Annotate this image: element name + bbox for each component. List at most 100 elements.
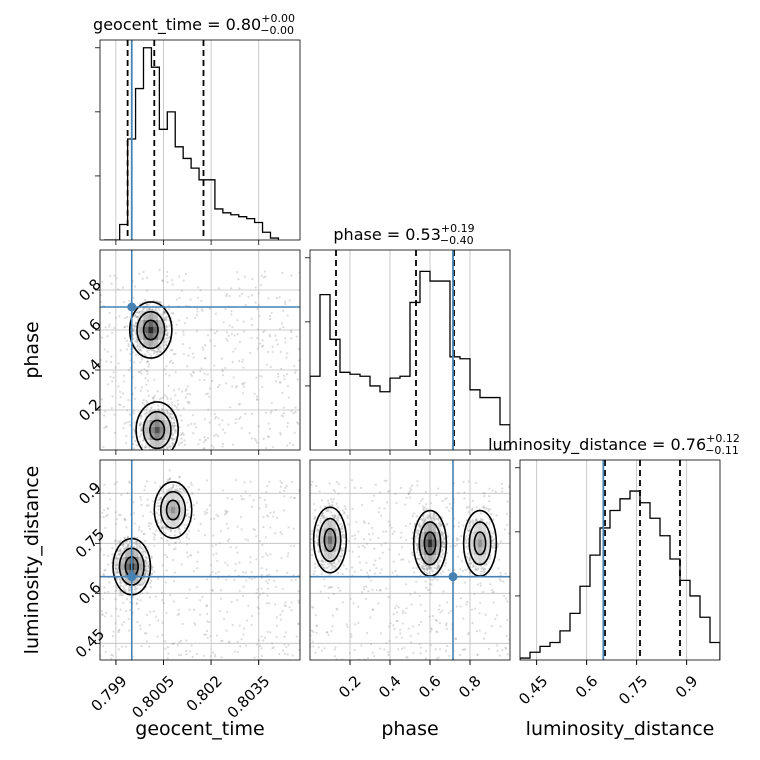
scatter-point [108, 325, 111, 328]
scatter-point [146, 379, 150, 382]
scatter-point [171, 421, 174, 425]
scatter-point [139, 495, 142, 499]
scatter-point [443, 542, 446, 545]
scatter-point [204, 356, 207, 360]
scatter-point [416, 543, 419, 546]
scatter-point [119, 403, 122, 407]
scatter-point [215, 513, 218, 516]
scatter-point [190, 492, 193, 495]
panel-title-upper-error: +0.19 [441, 222, 475, 235]
scatter-point [146, 372, 149, 376]
scatter-point [232, 443, 235, 446]
panel-title: phase = 0.53+0.19 [333, 222, 474, 244]
scatter-point [144, 572, 147, 575]
scatter-point [200, 308, 203, 311]
scatter-point [244, 490, 247, 493]
scatter-point [296, 378, 299, 381]
scatter-point [163, 393, 167, 397]
scatter-point [220, 357, 224, 360]
scatter-point [205, 393, 208, 396]
scatter-point [156, 505, 159, 508]
scatter-point [288, 441, 291, 444]
scatter-point [204, 439, 207, 442]
scatter-point [425, 571, 428, 574]
scatter-point [166, 646, 169, 649]
scatter-point [152, 536, 156, 539]
scatter-point [119, 591, 122, 594]
scatter-point [163, 368, 166, 371]
scatter-point [241, 392, 244, 395]
scatter-point [139, 498, 143, 501]
scatter-point [213, 517, 216, 520]
scatter-point [101, 613, 104, 616]
scatter-point [136, 348, 140, 351]
scatter-point [222, 617, 226, 620]
scatter-point [256, 337, 259, 340]
scatter-point [146, 360, 150, 363]
scatter-point [227, 538, 231, 541]
scatter-point [173, 424, 176, 427]
scatter-point [265, 579, 268, 583]
density-cell [138, 320, 144, 327]
density-cell [120, 556, 126, 564]
scatter-point [119, 547, 122, 550]
scatter-point [252, 499, 255, 502]
scatter-point [125, 526, 128, 529]
scatter-point [179, 433, 182, 437]
density-cell [138, 563, 143, 571]
scatter-point [165, 395, 168, 398]
density-cell [120, 563, 126, 571]
scatter-point [156, 501, 159, 505]
scatter-point [166, 397, 169, 400]
scatter-point [144, 551, 147, 554]
scatter-point [275, 516, 279, 519]
scatter-point [443, 541, 446, 544]
scatter-point [283, 495, 286, 498]
scatter-point [153, 378, 156, 381]
scatter-point [245, 619, 249, 622]
scatter-point [117, 362, 120, 365]
density-cell [175, 506, 180, 514]
scatter-point [146, 591, 149, 594]
scatter-point [110, 331, 114, 334]
scatter-point [257, 303, 260, 306]
scatter-point [286, 571, 289, 574]
scatter-point [134, 439, 137, 443]
scatter-point [208, 307, 211, 310]
scatter-point [425, 564, 428, 567]
scatter-point [184, 322, 187, 325]
scatter-point [163, 311, 166, 314]
scatter-point [217, 287, 220, 290]
scatter-point [285, 356, 288, 359]
density-cell [133, 563, 139, 571]
scatter-point [255, 395, 259, 398]
scatter-point [140, 386, 143, 389]
scatter-point [221, 368, 224, 371]
scatter-point [165, 365, 168, 368]
scatter-point [176, 399, 179, 402]
scatter-point [178, 319, 181, 322]
scatter-point [103, 586, 106, 589]
scatter-point [424, 519, 427, 522]
scatter-point [203, 510, 206, 514]
scatter-point [152, 467, 154, 469]
scatter-point [142, 532, 145, 535]
scatter-point [229, 406, 232, 409]
scatter-point [201, 595, 204, 599]
panel-title: geocent_time = 0.80+0.00 [93, 12, 295, 35]
scatter-point [164, 316, 167, 319]
density-cell [162, 506, 167, 514]
scatter-point [171, 426, 175, 430]
scatter-point [423, 569, 426, 572]
scatter-point [223, 513, 227, 516]
scatter-point [197, 286, 200, 289]
scatter-point [214, 572, 217, 575]
scatter-point [421, 565, 424, 568]
scatter-point [186, 555, 189, 558]
scatter-point [210, 563, 213, 567]
scatter-point [290, 409, 293, 413]
scatter-point [123, 536, 126, 540]
scatter-point [126, 544, 130, 547]
scatter-point [230, 287, 233, 290]
scatter-point [122, 587, 126, 590]
